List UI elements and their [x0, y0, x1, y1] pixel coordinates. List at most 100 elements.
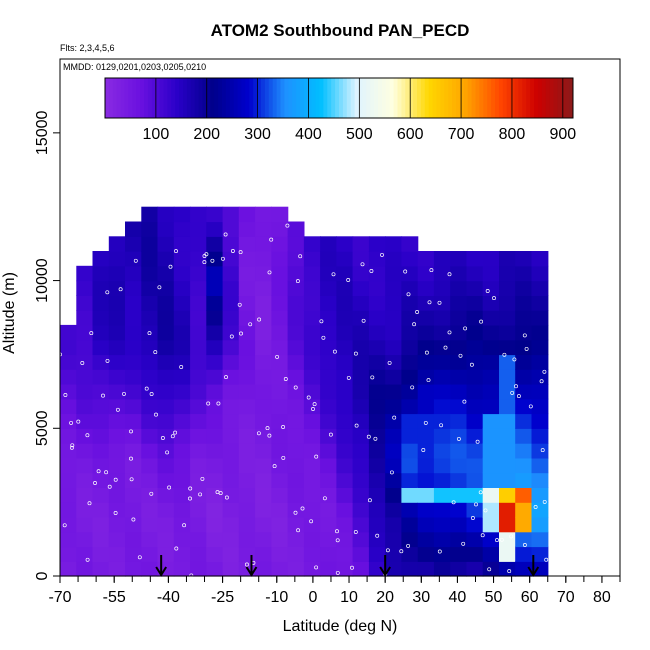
heat-cell: [190, 546, 207, 562]
heat-cell: [271, 546, 289, 562]
sample-point: [516, 394, 521, 399]
colorbar-segment: [475, 78, 480, 118]
heat-cell: [352, 487, 370, 503]
colorbar-segment: [467, 78, 473, 118]
heat-cell: [255, 369, 272, 385]
heat-cell: [401, 428, 419, 444]
colorbar-segment: [261, 78, 266, 118]
sample-point: [346, 375, 351, 380]
heat-cell: [515, 280, 533, 296]
heat-cell: [60, 457, 77, 474]
sample-point: [63, 393, 68, 397]
heat-cell: [206, 443, 224, 459]
heat-cell: [60, 324, 77, 341]
sample-point: [174, 249, 178, 254]
heat-cell: [60, 531, 77, 548]
heat-cell: [238, 295, 256, 311]
heat-cell: [450, 369, 468, 385]
colorbar-segment: [190, 78, 196, 118]
heat-cell: [499, 472, 516, 488]
colorbar-segment: [311, 78, 317, 118]
heat-cell: [238, 428, 256, 444]
heat-cell: [92, 295, 110, 311]
colorbar-segment: [424, 78, 430, 118]
heat-cell: [499, 531, 516, 548]
heat-cell: [190, 339, 207, 356]
flights-note: Flts: 2,3,4,5,6: [60, 43, 115, 53]
colorbar-tick-label: 600: [397, 126, 424, 143]
heat-cell: [271, 502, 289, 518]
sample-point: [189, 573, 194, 578]
heat-cell: [206, 251, 224, 267]
heat-cell: [271, 413, 289, 429]
colorbar-segment: [229, 78, 235, 118]
colorbar-segment: [518, 78, 523, 118]
heat-cell: [352, 354, 370, 370]
heat-cell: [466, 487, 484, 503]
heat-cell: [157, 457, 175, 474]
heat-cell: [190, 561, 207, 577]
heat-cell: [60, 413, 77, 429]
heat-cell: [206, 487, 224, 503]
heat-cell: [401, 413, 419, 429]
heat-cell: [336, 339, 354, 356]
heat-cell: [287, 546, 305, 562]
colorbar-segment: [280, 78, 285, 118]
heat-cell: [320, 398, 337, 415]
heat-cell: [466, 265, 484, 282]
sample-point: [223, 232, 228, 237]
heat-cell: [368, 280, 386, 296]
heat-cell: [385, 443, 403, 459]
heat-cell: [206, 339, 224, 356]
heat-cell: [190, 310, 207, 326]
heat-cell: [336, 265, 354, 282]
heat-cell: [141, 516, 159, 533]
heat-cell: [336, 516, 354, 533]
heat-cell: [76, 339, 94, 356]
sample-point: [283, 377, 288, 381]
heat-cell: [401, 384, 419, 400]
sample-point: [129, 456, 133, 461]
heat-cell: [76, 310, 94, 326]
heat-cell: [385, 502, 403, 518]
sample-point: [366, 434, 371, 439]
heat-cell: [238, 339, 256, 356]
heat-cell: [76, 457, 94, 474]
x-tick-label: -70: [48, 589, 71, 606]
heat-cell: [303, 428, 321, 444]
heat-cell: [76, 295, 94, 311]
heat-cell: [417, 295, 435, 311]
heat-cell: [141, 531, 159, 548]
sample-point: [522, 333, 527, 338]
sample-point: [224, 495, 229, 500]
sample-point: [267, 433, 272, 438]
heat-cell: [271, 280, 289, 296]
colorbar-segment: [175, 78, 180, 118]
heat-cell: [141, 354, 159, 370]
sample-point: [439, 423, 444, 428]
heat-cell: [303, 236, 321, 252]
heat-cell: [531, 310, 549, 326]
sample-point: [427, 300, 432, 305]
heat-cell: [190, 443, 207, 459]
heat-cell: [385, 236, 403, 252]
sample-point: [321, 335, 326, 340]
heat-cell: [499, 310, 516, 326]
colorbar-segment: [276, 78, 281, 118]
colorbar-segment: [339, 78, 344, 118]
heat-cell: [287, 516, 305, 533]
x-tick-label: 10: [340, 589, 358, 606]
heat-cell: [515, 265, 533, 282]
heat-cell: [222, 384, 240, 400]
heat-cell: [368, 457, 386, 474]
heat-cell: [515, 295, 533, 311]
sample-point: [113, 511, 118, 515]
heat-cell: [287, 531, 305, 548]
heat-cell: [141, 236, 159, 252]
heat-cell: [206, 502, 224, 518]
heat-cell: [108, 384, 126, 400]
sample-point: [281, 425, 286, 429]
sample-point: [399, 549, 404, 554]
heat-cell: [141, 310, 159, 326]
heat-cell: [206, 384, 224, 400]
